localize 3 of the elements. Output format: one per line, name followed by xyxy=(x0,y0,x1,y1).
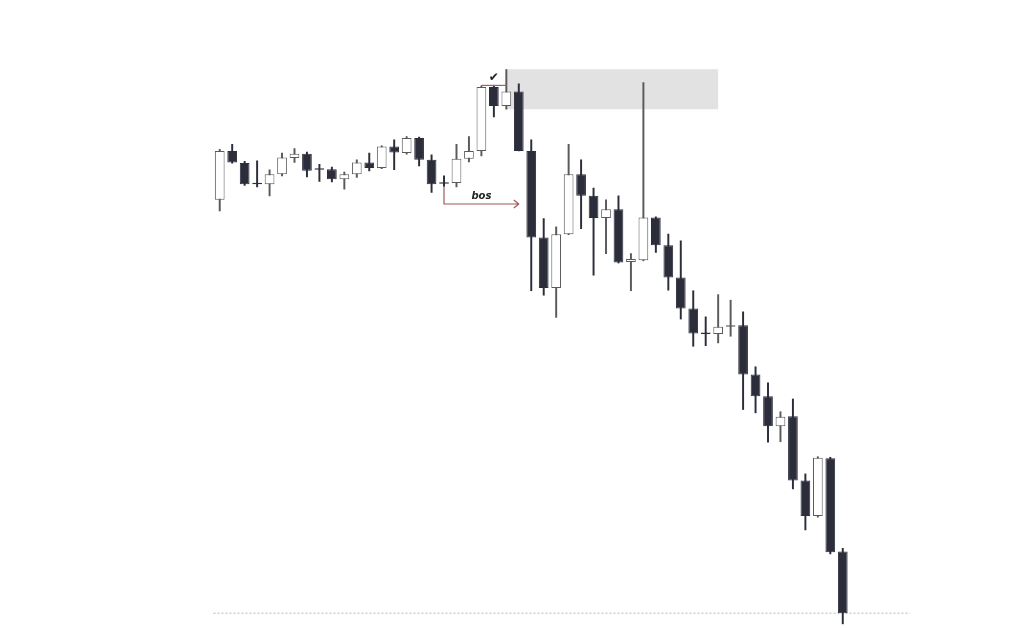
annotation: ✔ xyxy=(488,69,499,84)
candlestick xyxy=(626,253,636,292)
annotation: bos xyxy=(471,190,492,201)
